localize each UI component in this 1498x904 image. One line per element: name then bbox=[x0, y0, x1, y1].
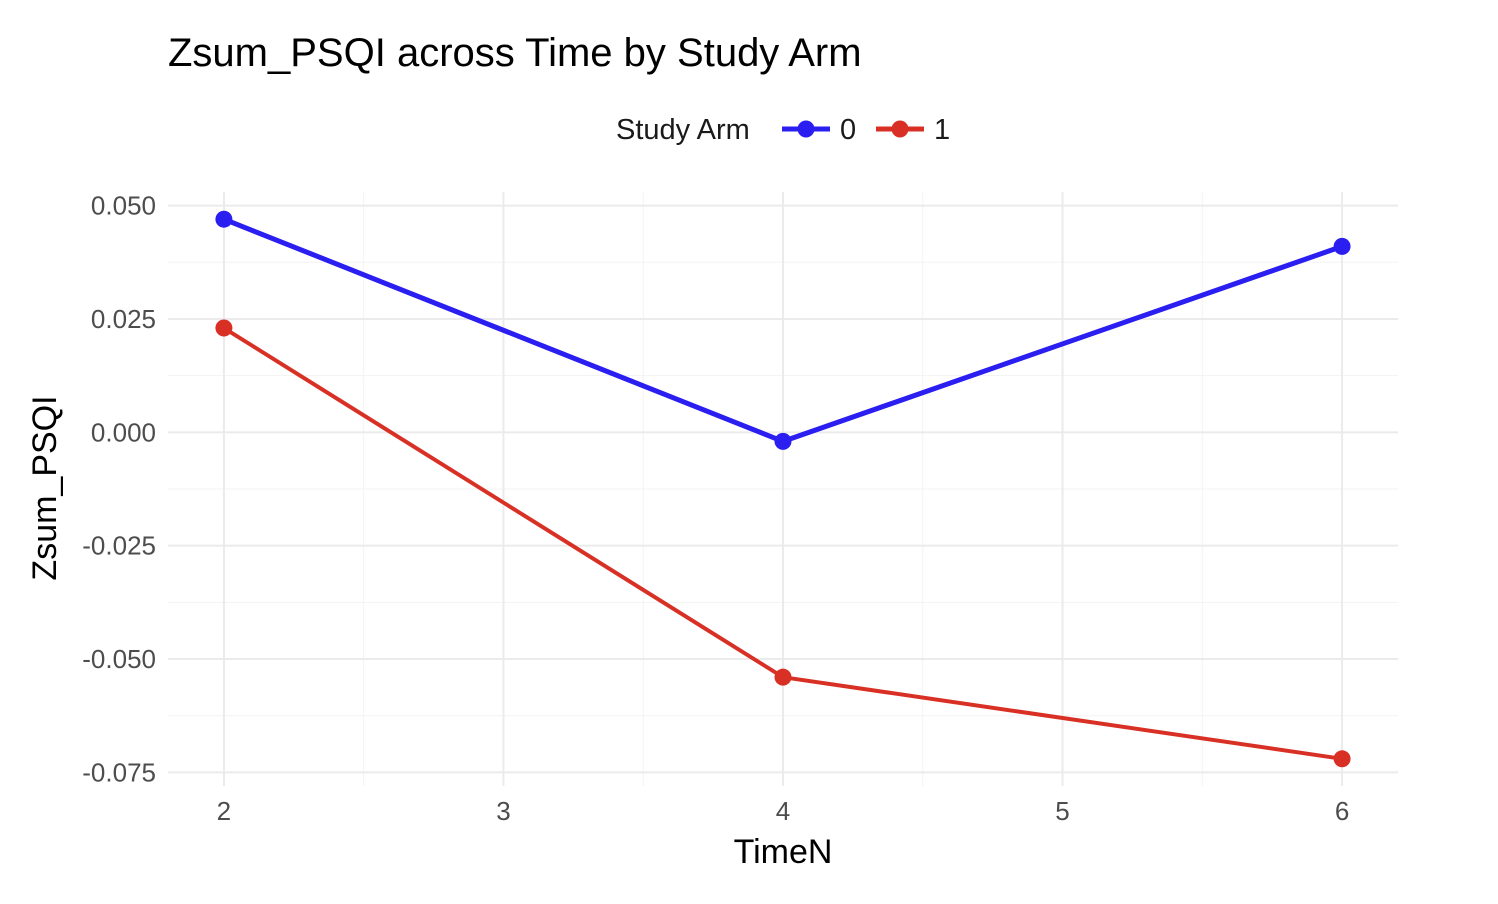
x-tick-label: 6 bbox=[1335, 796, 1349, 826]
x-tick-label: 3 bbox=[496, 796, 510, 826]
y-tick-label: -0.050 bbox=[82, 644, 156, 674]
y-axis-tick-labels: 0.050 0.025 0.000 -0.025 -0.050 -0.075 bbox=[82, 191, 156, 788]
chart-title: Zsum_PSQI across Time by Study Arm bbox=[168, 31, 862, 75]
legend-key-point-0 bbox=[797, 120, 815, 138]
x-tick-label: 2 bbox=[217, 796, 231, 826]
y-tick-label: -0.075 bbox=[82, 757, 156, 787]
legend-title: Study Arm bbox=[616, 114, 750, 146]
legend-key-point-1 bbox=[891, 120, 909, 138]
data-point-series-0 bbox=[1333, 237, 1351, 255]
data-point-series-0 bbox=[215, 210, 233, 228]
x-tick-label: 5 bbox=[1055, 796, 1069, 826]
legend-label-1: 1 bbox=[934, 114, 950, 146]
y-tick-label: 0.050 bbox=[91, 191, 156, 221]
data-point-series-1 bbox=[1333, 750, 1351, 768]
y-tick-label: -0.025 bbox=[82, 531, 156, 561]
x-tick-label: 4 bbox=[776, 796, 790, 826]
series-layer bbox=[215, 210, 1351, 768]
grid bbox=[168, 192, 1398, 786]
y-axis-title: Zsum_PSQI bbox=[26, 395, 64, 580]
x-axis-tick-labels: 2 3 4 5 6 bbox=[217, 796, 1350, 826]
data-point-series-0 bbox=[774, 432, 792, 450]
x-axis-title: TimeN bbox=[734, 833, 833, 871]
y-tick-label: 0.000 bbox=[91, 417, 156, 447]
y-tick-label: 0.025 bbox=[91, 304, 156, 334]
legend: Study Arm 0 1 bbox=[616, 114, 950, 146]
data-point-series-1 bbox=[215, 319, 233, 337]
legend-label-0: 0 bbox=[840, 114, 856, 146]
data-point-series-1 bbox=[774, 668, 792, 686]
